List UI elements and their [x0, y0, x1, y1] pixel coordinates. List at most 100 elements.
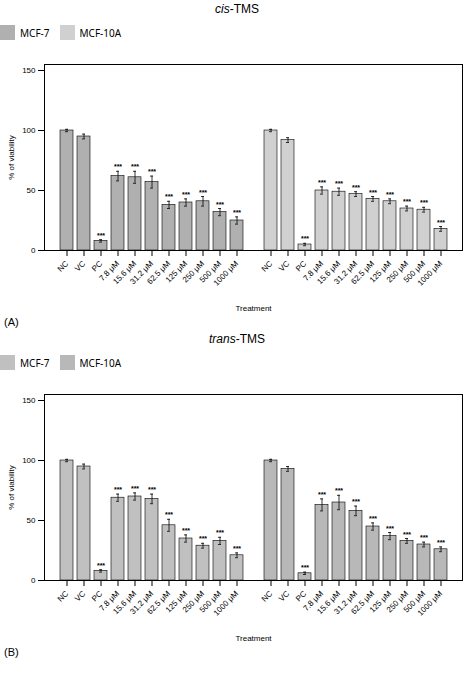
svg-text:***: *** — [369, 515, 377, 522]
svg-text:***: *** — [233, 209, 241, 216]
svg-text:***: *** — [97, 562, 105, 569]
svg-text:PC: PC — [90, 259, 105, 274]
svg-text:***: *** — [352, 498, 360, 505]
svg-text:500 μM: 500 μM — [401, 589, 428, 615]
svg-text:***: *** — [148, 168, 156, 175]
svg-text:62.5 μM: 62.5 μM — [145, 259, 173, 287]
svg-text:***: *** — [386, 191, 394, 198]
svg-text:15.6 μM: 15.6 μM — [111, 589, 139, 617]
svg-text:***: *** — [131, 163, 139, 170]
svg-text:***: *** — [301, 564, 309, 571]
svg-text:125 μM: 125 μM — [367, 259, 394, 285]
svg-text:Treatment: Treatment — [235, 304, 272, 313]
svg-text:***: *** — [199, 535, 207, 542]
svg-text:***: *** — [182, 527, 190, 534]
svg-text:31.2 μM: 31.2 μM — [128, 589, 156, 617]
svg-text:7.8 μM: 7.8 μM — [301, 589, 326, 613]
svg-text:Treatment: Treatment — [235, 634, 272, 643]
svg-text:PC: PC — [294, 589, 309, 604]
svg-text:50: 50 — [27, 516, 36, 525]
svg-text:VC: VC — [73, 589, 87, 603]
svg-text:1000 μM: 1000 μM — [212, 589, 241, 618]
svg-text:150: 150 — [22, 66, 36, 75]
html-text:MCF-10A: MCF-10A — [79, 25, 122, 40]
svg-text:0: 0 — [31, 576, 36, 585]
svg-text:***: *** — [403, 198, 411, 205]
svg-text:***: *** — [437, 539, 445, 546]
svg-text:15.6 μM: 15.6 μM — [315, 259, 343, 287]
html-text:MCF-10A: MCF-10A — [79, 355, 122, 370]
svg-text:15.6 μM: 15.6 μM — [315, 589, 343, 617]
html-text:(B): (B) — [4, 646, 19, 658]
html-text:cis -TMS: cis -TMS — [215, 2, 259, 16]
svg-text:VC: VC — [277, 589, 291, 603]
svg-text:***: *** — [216, 529, 224, 536]
svg-text:62.5 μM: 62.5 μM — [349, 589, 377, 617]
svg-text:125 μM: 125 μM — [367, 589, 394, 615]
html-text:MCF-7: MCF-7 — [20, 25, 50, 40]
svg-text:***: *** — [182, 191, 190, 198]
svg-text:PC: PC — [294, 259, 309, 274]
svg-text:7.8 μM: 7.8 μM — [97, 589, 122, 613]
svg-text:500 μM: 500 μM — [401, 259, 428, 285]
svg-text:100: 100 — [22, 126, 36, 135]
svg-text:***: *** — [369, 189, 377, 196]
svg-text:NC: NC — [260, 259, 275, 274]
svg-text:VC: VC — [277, 259, 291, 273]
svg-text:100: 100 — [22, 456, 36, 465]
svg-text:***: *** — [165, 193, 173, 200]
svg-text:***: *** — [420, 199, 428, 206]
svg-text:***: *** — [165, 511, 173, 518]
svg-text:31.2 μM: 31.2 μM — [332, 589, 360, 617]
svg-text:1000 μM: 1000 μM — [416, 589, 445, 618]
svg-text:500 μM: 500 μM — [197, 589, 224, 615]
svg-text:***: *** — [318, 491, 326, 498]
svg-text:NC: NC — [56, 259, 71, 274]
svg-text:***: *** — [335, 180, 343, 187]
svg-text:1000 μM: 1000 μM — [212, 259, 241, 288]
html-text:trans -TMS: trans -TMS — [209, 332, 265, 346]
svg-text:***: *** — [148, 486, 156, 493]
svg-text:250 μM: 250 μM — [180, 589, 207, 615]
svg-text:15.6 μM: 15.6 μM — [111, 259, 139, 287]
svg-text:250 μM: 250 μM — [384, 589, 411, 615]
html-text:(A): (A) — [4, 316, 19, 328]
svg-text:***: *** — [301, 235, 309, 242]
svg-text:***: *** — [386, 525, 394, 532]
svg-text:500 μM: 500 μM — [197, 259, 224, 285]
svg-text:62.5 μM: 62.5 μM — [145, 589, 173, 617]
svg-text:***: *** — [335, 487, 343, 494]
svg-text:VC: VC — [73, 259, 87, 273]
svg-text:% of viability: % of viability — [7, 465, 16, 509]
svg-text:62.5 μM: 62.5 μM — [349, 259, 377, 287]
svg-text:% of viability: % of viability — [7, 135, 16, 179]
svg-text:***: *** — [199, 189, 207, 196]
svg-text:***: *** — [131, 485, 139, 492]
svg-text:0: 0 — [31, 246, 36, 255]
html-text:MCF-7: MCF-7 — [20, 355, 50, 370]
svg-text:125 μM: 125 μM — [163, 589, 190, 615]
svg-text:150: 150 — [22, 396, 36, 405]
svg-text:***: *** — [216, 201, 224, 208]
svg-text:NC: NC — [56, 589, 71, 604]
svg-text:31.2 μM: 31.2 μM — [128, 259, 156, 287]
svg-text:125 μM: 125 μM — [163, 259, 190, 285]
svg-text:1000 μM: 1000 μM — [416, 259, 445, 288]
svg-text:***: *** — [114, 163, 122, 170]
svg-text:PC: PC — [90, 589, 105, 604]
svg-text:***: *** — [114, 486, 122, 493]
svg-text:***: *** — [420, 534, 428, 541]
svg-text:7.8 μM: 7.8 μM — [301, 259, 326, 283]
svg-text:31.2 μM: 31.2 μM — [332, 259, 360, 287]
svg-text:***: *** — [403, 531, 411, 538]
svg-text:***: *** — [97, 232, 105, 239]
svg-text:50: 50 — [27, 186, 36, 195]
svg-text:7.8 μM: 7.8 μM — [97, 259, 122, 283]
svg-text:250 μM: 250 μM — [180, 259, 207, 285]
svg-text:***: *** — [437, 219, 445, 226]
svg-text:NC: NC — [260, 589, 275, 604]
svg-text:250 μM: 250 μM — [384, 259, 411, 285]
svg-text:***: *** — [352, 184, 360, 191]
svg-text:***: *** — [233, 545, 241, 552]
svg-text:***: *** — [318, 179, 326, 186]
